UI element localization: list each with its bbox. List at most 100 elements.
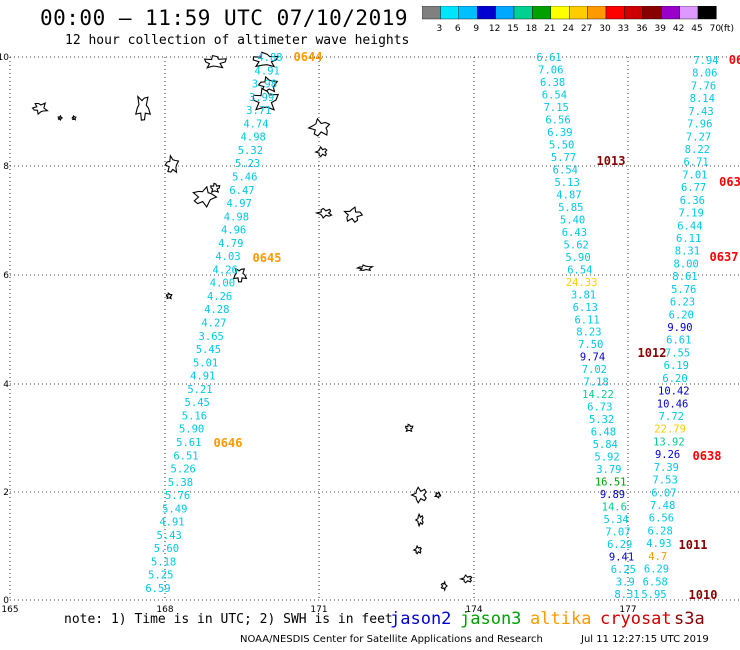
- pass-time-label: 0645: [253, 251, 282, 265]
- wave-height-value: 5.95: [641, 589, 666, 601]
- wave-height-value: 7.07: [605, 527, 630, 539]
- wave-height-value: 5.62: [564, 239, 589, 251]
- pass-time-label: 0637: [710, 250, 739, 264]
- wave-height-value: 3.79: [596, 464, 621, 476]
- wave-height-value: 5.23: [235, 158, 260, 170]
- legend-tick-label: 39: [654, 24, 666, 34]
- x-tick-label: 165: [1, 605, 18, 615]
- wave-height-value: 6.56: [649, 513, 674, 525]
- wave-height-value: 6.51: [173, 450, 198, 462]
- wave-height-value: 4.00: [210, 278, 235, 290]
- wave-height-value: 4.26: [213, 264, 238, 276]
- wave-height-value: 6.20: [669, 309, 694, 321]
- footnote: note: 1) Time is in UTC; 2) SWH is in fe…: [64, 612, 393, 627]
- island-outline: [252, 51, 280, 68]
- wave-height-value: 4.98: [224, 211, 249, 223]
- wave-height-value: 5.49: [162, 503, 187, 515]
- wave-height-value: 6.61: [536, 52, 561, 64]
- legend-tick-label: 42: [673, 24, 684, 34]
- legend-tick-label: 30: [599, 24, 611, 34]
- map-title: 00:00 – 11:59 UTC 07/10/2019: [40, 6, 409, 30]
- y-tick-label: 4: [3, 380, 9, 390]
- x-tick-label: 174: [465, 605, 482, 615]
- wave-height-value: 7.15: [544, 102, 569, 114]
- island-outline: [252, 87, 280, 111]
- map-subtitle: 12 hour collection of altimeter wave hei…: [65, 33, 410, 48]
- wave-height-value: 13.92: [653, 436, 685, 448]
- wave-height-value: 5.25: [148, 570, 173, 582]
- legend-unit: (ft): [720, 24, 734, 34]
- wave-height-value: 5.13: [554, 177, 579, 189]
- wave-height-value: 5.85: [558, 202, 583, 214]
- legend-tick-label: 3: [437, 24, 443, 34]
- wave-height-value: 7.18: [584, 377, 609, 389]
- wave-height-value: 7.43: [688, 106, 713, 118]
- wave-height-value: 6.61: [666, 335, 691, 347]
- wave-height-value: 6.71: [683, 157, 708, 169]
- legend-tick-label: 21: [544, 24, 555, 34]
- wave-height-value: 8.00: [674, 258, 699, 270]
- island-outline: [314, 145, 328, 158]
- island-outline: [410, 486, 427, 504]
- wave-height-value: 16.51: [595, 477, 627, 489]
- wave-height-value: 5.40: [560, 214, 585, 226]
- wave-height-value: 6.77: [681, 182, 706, 194]
- wave-height-value: 6.19: [664, 360, 689, 372]
- island-outline: [458, 574, 473, 584]
- legend-tick-label: 24: [562, 24, 574, 34]
- wave-height-value: 5.34: [603, 514, 628, 526]
- wave-height-value: 8.23: [576, 327, 601, 339]
- y-tick-label: 0: [3, 596, 9, 606]
- island-outline: [210, 182, 221, 194]
- island-outline: [232, 267, 248, 283]
- wave-height-value: 8.06: [692, 68, 717, 80]
- wave-height-value: 7.55: [665, 347, 690, 359]
- wave-height-value: 5.43: [157, 530, 182, 542]
- wave-height-value: 4.7: [648, 551, 667, 563]
- wave-height-value: 5.50: [549, 139, 574, 151]
- wave-height-value: 7.27: [686, 131, 711, 143]
- legend-jason2: jason2: [390, 609, 452, 629]
- wave-height-value: 4.91: [159, 517, 184, 529]
- wave-height-value: 9.74: [580, 352, 605, 364]
- wave-height-value: 6.73: [587, 402, 612, 414]
- wave-height-value: 7.02: [582, 364, 607, 376]
- island-outline: [135, 94, 152, 121]
- wave-height-value: 5.61: [176, 437, 201, 449]
- x-tick-label: 177: [619, 605, 636, 615]
- wave-height-value: 6.47: [229, 185, 254, 197]
- color-legend: 3 6 9 12 15 18 21 24 27 30 33 36 39 42 45 70 (ft): [422, 6, 734, 34]
- island-outline: [433, 491, 442, 499]
- island-outline: [203, 54, 227, 69]
- island-outline: [343, 206, 364, 223]
- legend-tick-label: 27: [581, 24, 592, 34]
- wave-height-value: 7.72: [659, 411, 684, 423]
- wave-height-value: 4.88: [257, 52, 282, 64]
- wave-height-value: 6.11: [676, 233, 701, 245]
- wave-height-value: 5.90: [565, 252, 590, 264]
- wave-height-value: 5.26: [171, 464, 196, 476]
- wave-height-value: 3.99: [249, 92, 274, 104]
- island-outline: [192, 185, 218, 209]
- credit-line: NOAA/NESDIS Center for Satellite Applica…: [240, 634, 543, 645]
- wave-height-value: 5.76: [165, 490, 190, 502]
- pass-time-label: 0644: [294, 50, 323, 64]
- wave-height-value: 5.01: [193, 357, 218, 369]
- wave-height-value: 8.31: [675, 246, 700, 258]
- wave-height-value: 6.44: [677, 220, 702, 232]
- island-outline: [257, 75, 279, 93]
- wave-height-value: 9.90: [667, 322, 692, 334]
- wave-height-value: 5.84: [593, 439, 618, 451]
- legend-cryosat: cryosat: [600, 609, 672, 629]
- wave-height-value: 10.42: [658, 386, 690, 398]
- wave-height-value: 5.45: [185, 397, 210, 409]
- wave-height-value: 6.58: [643, 576, 668, 588]
- wave-height-value: 7.19: [678, 208, 703, 220]
- wave-height-value: 5.76: [671, 284, 696, 296]
- wave-height-value: 6.36: [680, 195, 705, 207]
- wave-height-value: 7.48: [650, 500, 675, 512]
- wave-height-value: 5.32: [589, 414, 614, 426]
- y-tick-label: 10: [0, 53, 9, 63]
- pass-time-label: 1013: [597, 154, 626, 168]
